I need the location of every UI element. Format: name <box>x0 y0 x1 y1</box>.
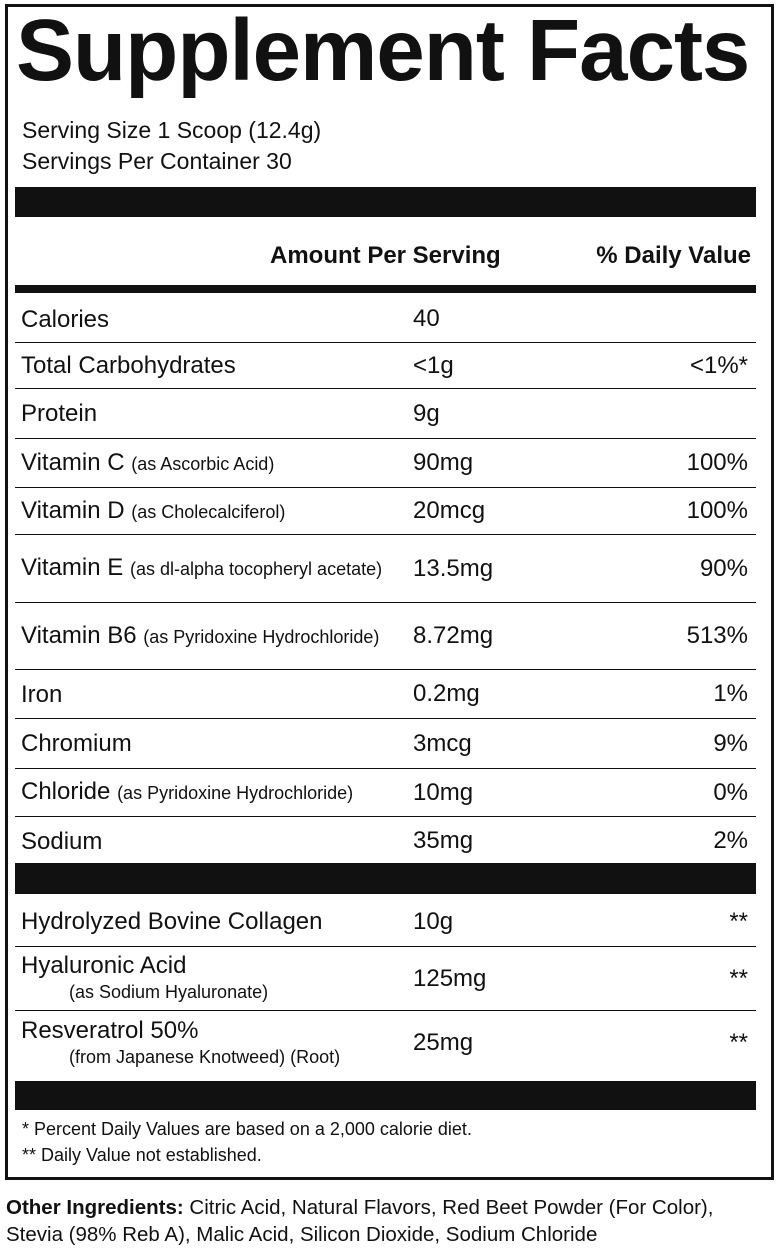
header-amount: Amount Per Serving <box>270 242 501 269</box>
row: Chromium 3mcg 9% <box>15 719 756 769</box>
name-text: Resveratrol 50% <box>21 1016 199 1044</box>
nutrient-name: Vitamin E (as dl-alpha tocopheryl acetat… <box>15 554 413 583</box>
daily-value: <1%* <box>689 351 748 379</box>
daily-value: 100% <box>686 449 748 476</box>
divider-bar <box>15 1081 756 1110</box>
name-text: Calories <box>21 305 110 333</box>
facts-panel: Supplement Facts Serving Size 1 Scoop (1… <box>5 2 774 1180</box>
name-text: Iron <box>21 680 63 708</box>
daily-value: ** <box>729 907 748 935</box>
divider-bar <box>15 187 756 217</box>
nutrient-name: Vitamin C (as Ascorbic Acid) <box>15 449 413 478</box>
nutrient-name: Vitamin B6 (as Pyridoxine Hydrochloride) <box>15 622 413 651</box>
daily-value: 513% <box>686 622 748 649</box>
name-detail: (as Ascorbic Acid) <box>131 453 275 474</box>
nutrient-name: Resveratrol 50% (from Japanese Knotweed) … <box>15 1017 413 1070</box>
row: Hydrolyzed Bovine Collagen 10g ** <box>15 897 756 947</box>
nutrient-rows: Calories 40 Total Carbohydrates <1g <1%* Prot… <box>15 296 756 865</box>
header-daily-value: % Daily Value <box>596 242 751 269</box>
nutrient-name: Chloride (as Pyridoxine Hydrochloride) <box>15 778 413 807</box>
nutrient-name: Total Carbohydrates <box>15 352 413 379</box>
name-text: Sodium <box>21 827 103 855</box>
amount: 40 <box>413 305 440 332</box>
name-text: Hyaluronic Acid <box>21 952 187 979</box>
name-text: Total Carbohydrates <box>21 352 236 379</box>
other-ingredients: Other Ingredients: Citric Acid, Natural … <box>6 1194 776 1248</box>
row: Iron 0.2mg 1% <box>15 670 756 719</box>
blend-rows: Hydrolyzed Bovine Collagen 10g ** Hyaluroni… <box>15 897 756 1075</box>
nutrient-name: Hyaluronic Acid (as Sodium Hyaluronate) <box>15 952 413 1005</box>
name-text: Chromium <box>21 730 132 757</box>
name-sub: (from Japanese Knotweed) (Root) <box>69 1046 341 1067</box>
name-text: Vitamin E <box>21 554 124 581</box>
amount: 25mg <box>413 1029 474 1056</box>
footnote: ** Daily Value not established. <box>22 1145 262 1165</box>
name-detail: (as Pyridoxine Hydrochloride) <box>143 626 380 647</box>
amount: 9g <box>413 399 440 427</box>
nutrient-name: Chromium <box>15 730 413 757</box>
amount: 125mg <box>413 964 487 992</box>
row: Hyaluronic Acid (as Sodium Hyaluronate) 12… <box>15 947 756 1011</box>
daily-value: 9% <box>713 729 748 757</box>
daily-value: 1% <box>713 680 748 707</box>
name-sub: (as Sodium Hyaluronate) <box>69 982 269 1002</box>
row: Protein 9g <box>15 389 756 439</box>
nutrient-name: Sodium <box>15 828 413 855</box>
row: Vitamin D (as Cholecalciferol) 20mcg 100% <box>15 488 756 535</box>
other-ingredients-label: Other Ingredients: <box>6 1196 184 1219</box>
serving-size: Serving Size 1 Scoop (12.4g) <box>22 117 322 143</box>
amount: <1g <box>413 351 454 379</box>
amount: 13.5mg <box>413 554 494 582</box>
nutrient-name: Protein <box>15 400 413 427</box>
name-text: Hydrolyzed Bovine Collagen <box>21 908 323 935</box>
daily-value: ** <box>729 964 748 992</box>
name-text: Vitamin C <box>21 448 125 476</box>
nutrient-name: Iron <box>15 681 413 708</box>
row: Vitamin C (as Ascorbic Acid) 90mg 100% <box>15 439 756 488</box>
amount: 10mg <box>413 778 474 806</box>
row: Calories 40 <box>15 296 756 343</box>
daily-value: 2% <box>713 827 748 854</box>
row: Resveratrol 50% (from Japanese Knotweed) … <box>15 1011 756 1075</box>
row: Vitamin E (as dl-alpha tocopheryl acetat… <box>15 535 756 603</box>
amount: 10g <box>413 907 454 935</box>
row: Sodium 35mg 2% <box>15 817 756 865</box>
amount: 20mcg <box>413 497 486 524</box>
title: Supplement Facts <box>16 2 750 99</box>
nutrient-name: Calories <box>15 306 413 333</box>
name-text: Protein <box>21 400 98 427</box>
row: Total Carbohydrates <1g <1%* <box>15 343 756 389</box>
row: Vitamin B6 (as Pyridoxine Hydrochloride)… <box>15 603 756 670</box>
amount: 35mg <box>413 827 474 854</box>
daily-value: 100% <box>686 497 748 524</box>
name-text: Vitamin B6 <box>21 621 137 649</box>
amount: 90mg <box>413 449 474 476</box>
daily-value: 0% <box>713 778 748 806</box>
nutrient-name: Hydrolyzed Bovine Collagen <box>15 908 413 935</box>
name-text: Chloride <box>21 778 111 805</box>
amount: 0.2mg <box>413 680 480 707</box>
nutrient-name: Vitamin D (as Cholecalciferol) <box>15 497 413 526</box>
name-detail: (as Cholecalciferol) <box>131 501 286 522</box>
row: Chloride (as Pyridoxine Hydrochloride) 10… <box>15 769 756 817</box>
other-ingredients-text: Citric Acid, Natural Flavors, Red Beet P… <box>6 1196 714 1246</box>
thick-rule <box>15 285 756 293</box>
name-detail: (as dl-alpha tocopheryl acetate) <box>129 559 383 579</box>
servings-per-container: Servings Per Container 30 <box>22 148 292 174</box>
divider-bar <box>15 863 756 894</box>
name-detail: (as Pyridoxine Hydrochloride) <box>117 783 354 803</box>
amount: 3mcg <box>413 729 472 757</box>
daily-value: 90% <box>699 554 748 582</box>
footnote: * Percent Daily Values are based on a 2,… <box>22 1119 472 1139</box>
daily-value: ** <box>729 1029 748 1056</box>
name-text: Vitamin D <box>21 496 125 524</box>
amount: 8.72mg <box>413 622 494 649</box>
